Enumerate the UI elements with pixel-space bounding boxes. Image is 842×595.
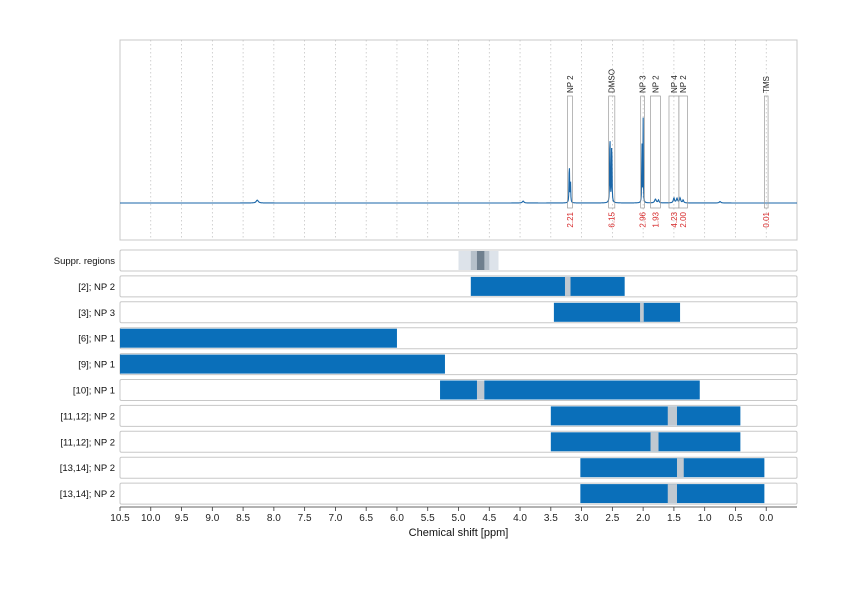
x-tick-label: 9.0 — [205, 513, 219, 524]
spectrum-line — [120, 117, 797, 204]
region-bar — [440, 380, 700, 400]
x-tick-label: 0.5 — [729, 513, 743, 524]
peak-annotation-label: NP 2 — [566, 75, 575, 93]
row-label: [2]; NP 2 — [78, 282, 115, 293]
region-bar — [553, 302, 681, 322]
region-bar-gap — [476, 380, 485, 400]
x-tick-label: 7.0 — [328, 513, 342, 524]
x-tick-label: 4.5 — [482, 513, 496, 524]
row-label: [6]; NP 1 — [78, 334, 115, 345]
row-label: Suppr. regions — [54, 256, 116, 267]
peak-annotation-label: NP 2 — [679, 75, 688, 93]
row-frame — [119, 301, 798, 324]
peak-integral-label: 2.96 — [639, 211, 648, 227]
x-tick-label: 1.5 — [667, 513, 681, 524]
x-tick-label: 5.5 — [421, 513, 435, 524]
x-tick-label: 4.0 — [513, 513, 527, 524]
region-bar-gap — [667, 406, 677, 426]
peak-annotation-label: TMS — [762, 76, 771, 93]
peak-annotation-label: NP 4 — [670, 75, 679, 93]
x-tick-label: 8.5 — [236, 513, 250, 524]
region-bar — [120, 328, 397, 348]
x-tick-label: 10.5 — [110, 513, 130, 524]
region-bar — [580, 458, 765, 478]
row-label: [3]; NP 3 — [78, 308, 115, 319]
x-tick-label: 2.0 — [636, 513, 650, 524]
row-label: [13,14]; NP 2 — [60, 463, 115, 474]
x-tick-label: 1.0 — [698, 513, 712, 524]
peak-integral-label: 2.21 — [566, 211, 575, 227]
x-tick-label: 10.0 — [141, 513, 161, 524]
x-tick-label: 8.0 — [267, 513, 281, 524]
region-bar — [550, 432, 741, 452]
peak-annotation-box — [640, 95, 645, 209]
peak-integral-label: 1.93 — [651, 211, 660, 227]
peak-annotation-box — [608, 95, 616, 209]
x-tick-label: 7.5 — [298, 513, 312, 524]
x-tick-label: 6.5 — [359, 513, 373, 524]
region-bar-gap — [650, 432, 659, 452]
x-tick-label: 6.0 — [390, 513, 404, 524]
peak-annotation-label: NP 3 — [639, 75, 648, 93]
peak-integral-label: 2.00 — [679, 211, 688, 227]
peak-annotation-box — [764, 95, 769, 209]
peak-annotation-box — [650, 95, 661, 209]
row-label: [11,12]; NP 2 — [60, 411, 115, 422]
row-label: [11,12]; NP 2 — [60, 437, 115, 448]
region-bars-panel: Suppr. regions [2]; NP 2 [3]; NP 3 [6]; NP … — [54, 249, 798, 505]
peak-annotation-box — [567, 95, 573, 209]
x-axis: 10.5 10.0 9.5 9.0 8.5 8.0 7.5 7.0 6.5 6.0 5.5 5.0 4.… — [110, 506, 797, 524]
peak-integral-label: 6.15 — [608, 211, 617, 227]
region-bar-gap — [640, 302, 644, 322]
row-label: [13,14]; NP 2 — [60, 489, 115, 500]
x-axis-title: Chemical shift [ppm] — [409, 527, 509, 539]
region-bar-gap — [676, 458, 684, 478]
region-bar — [120, 354, 445, 374]
peak-annotation-label: DMSO — [608, 69, 617, 93]
suppression-region-core — [476, 251, 485, 270]
row-frame — [119, 275, 798, 298]
x-tick-label: 9.5 — [175, 513, 189, 524]
row-label: [10]; NP 1 — [73, 386, 115, 397]
peak-annotation-label: NP 2 — [651, 75, 660, 93]
x-tick-label: 0.0 — [759, 513, 773, 524]
peak-integral-label: 4.23 — [670, 211, 679, 227]
x-tick-label: 5.0 — [452, 513, 466, 524]
region-bar-gap — [564, 276, 571, 296]
peak-annotation-box — [678, 95, 688, 209]
x-tick-label: 3.0 — [575, 513, 589, 524]
peak-integral-label: 0.01 — [762, 211, 771, 227]
row-label: [9]; NP 1 — [78, 360, 115, 371]
x-tick-label: 2.5 — [605, 513, 619, 524]
region-bar-gap — [667, 484, 677, 504]
x-tick-label: 3.5 — [544, 513, 558, 524]
spectrum-panel: NP 2 2.21 DMSO 6.15 NP 3 2.96 NP 2 1.93 NP 4 4.23… — [119, 39, 798, 241]
region-bar — [550, 406, 741, 426]
region-bar — [470, 276, 625, 296]
